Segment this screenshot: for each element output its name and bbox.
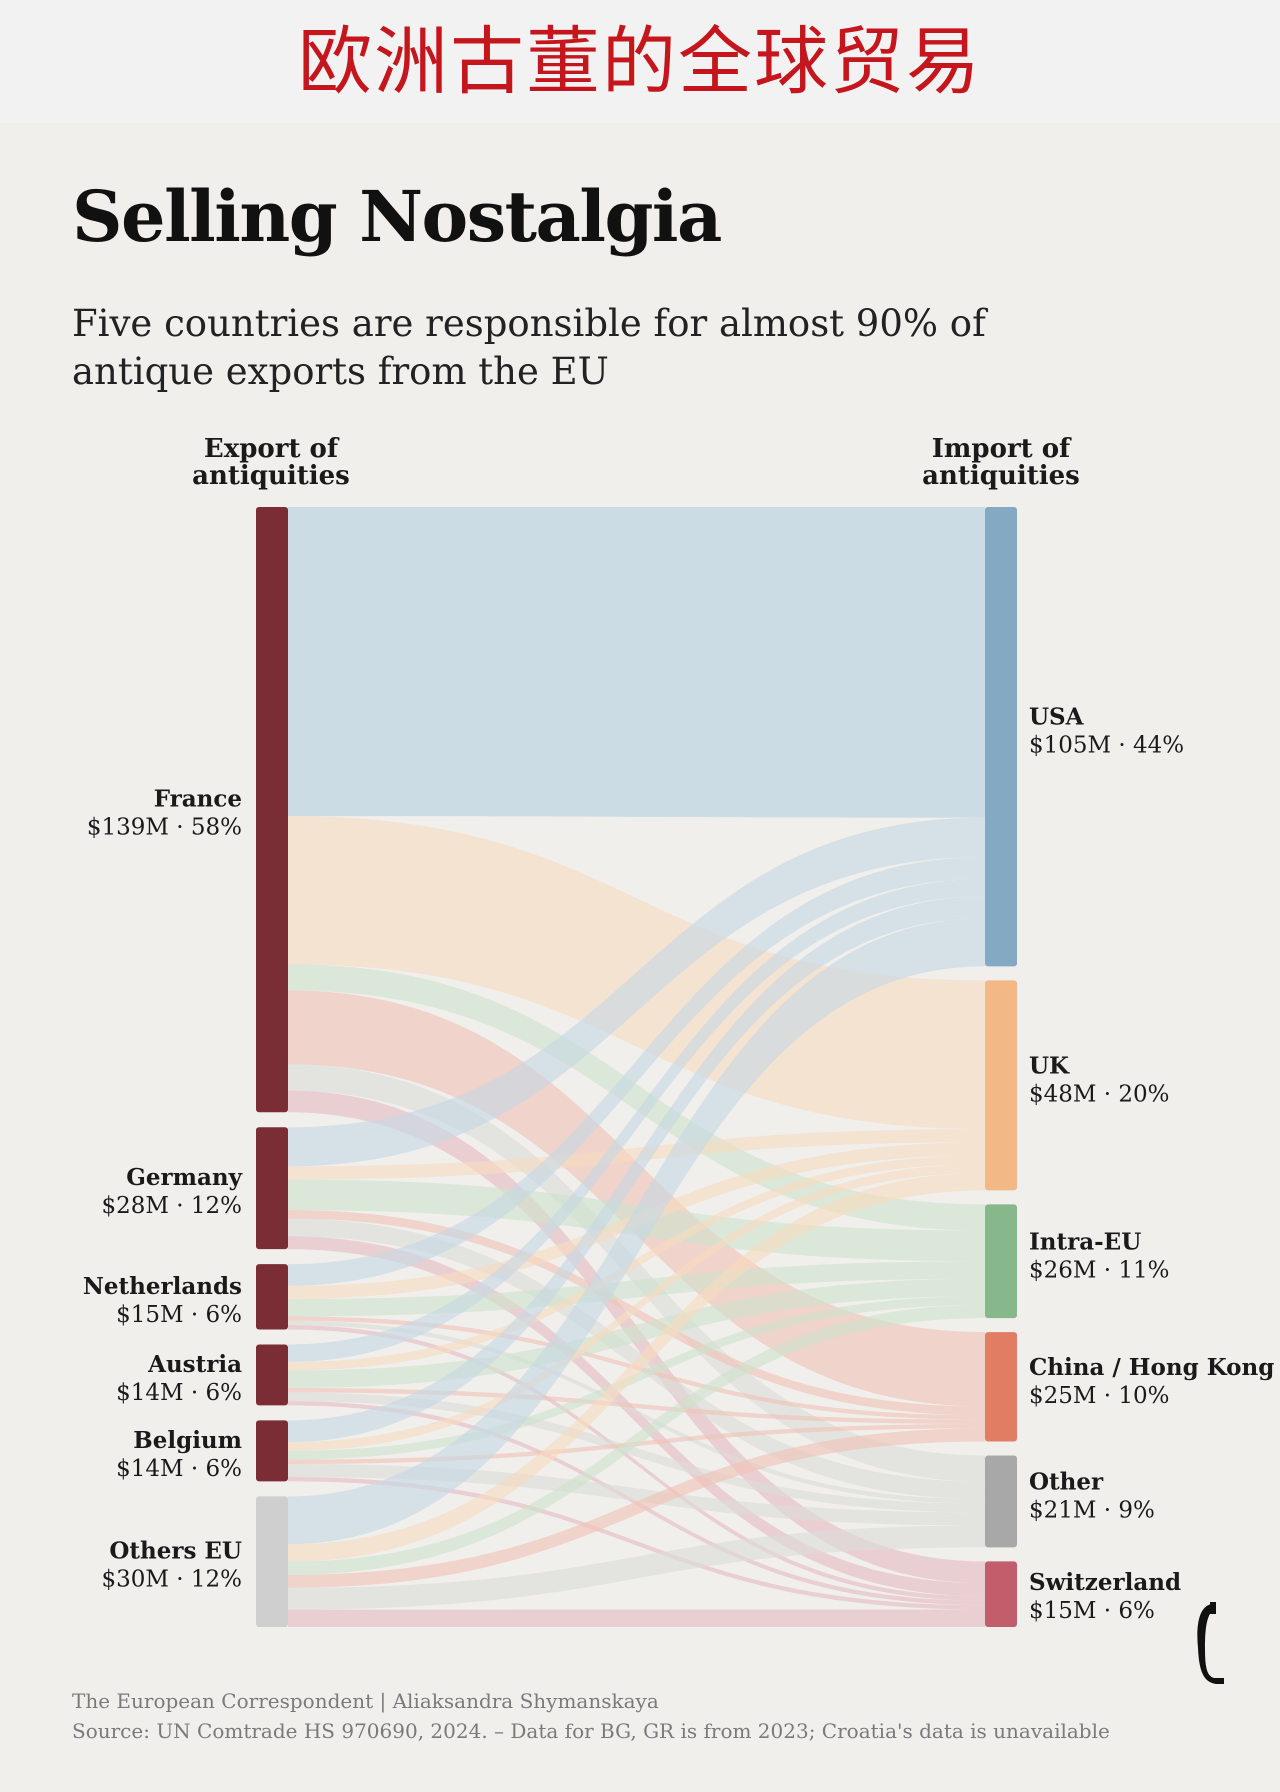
sankey-nodes: [256, 507, 1017, 1627]
flow-austria-to-intra-eu: [288, 1278, 985, 1388]
flow-germany-to-china-hong-kong: [288, 1209, 985, 1416]
target-label-china-hong-kong: China / Hong Kong: [1029, 1354, 1274, 1381]
source-value-others-eu: $30M · 12%: [101, 1567, 242, 1593]
target-label-usa: USA: [1029, 704, 1085, 731]
flow-others-eu-to-usa: [288, 918, 985, 1545]
svg-text:USA$105M · 44%: USA $105M · 44%: [1029, 704, 1184, 759]
svg-text:Austria$14M · 6%: Austria $14M · 6%: [116, 1351, 242, 1406]
svg-text:UK$48M · 20%: UK $48M · 20%: [1029, 1052, 1170, 1107]
flow-others-eu-to-uk: [288, 1172, 985, 1562]
flow-netherlands-to-other: [288, 1320, 985, 1504]
svg-text:France$139M · 58%: France $139M · 58%: [87, 786, 242, 841]
target-node-usa: [985, 507, 1017, 967]
chart-title: Selling Nostalgia: [72, 175, 722, 258]
svg-text:Other$21M · 9%: Other $21M · 9%: [1029, 1468, 1155, 1523]
source-label-austria: Austria: [147, 1351, 242, 1378]
flow-france-to-usa: [288, 507, 985, 818]
source-label-belgium: Belgium: [133, 1427, 242, 1454]
svg-text:China / Hong Kong$25M · 10%: China / Hong Kong $25M · 10%: [1029, 1354, 1274, 1409]
flow-germany-to-switzerland: [288, 1236, 985, 1597]
target-value-switzerland: $15M · 6%: [1029, 1598, 1155, 1624]
flow-others-eu-to-china-hong-kong: [288, 1428, 985, 1588]
flow-belgium-to-intra-eu: [288, 1296, 985, 1460]
source-value-france: $139M · 58%: [87, 815, 242, 841]
source-node-france: [256, 507, 288, 1113]
target-node-uk: [985, 980, 1017, 1191]
flow-others-eu-to-intra-eu: [288, 1305, 985, 1575]
flow-others-eu-to-other: [288, 1525, 985, 1610]
source-node-austria: [256, 1344, 288, 1406]
left-column-heading: Export of antiquities: [192, 434, 350, 491]
source-node-germany: [256, 1127, 288, 1250]
source-label-france: France: [154, 786, 242, 813]
svg-text:Germany$28M · 12%: Germany $28M · 12%: [101, 1164, 242, 1219]
right-column-heading: Import of antiquities: [922, 434, 1080, 491]
target-value-other: $21M · 9%: [1029, 1497, 1155, 1523]
banner-title: 欧洲古董的全球贸易: [298, 18, 982, 105]
source-node-others-eu: [256, 1496, 288, 1627]
svg-text:Others EU$30M · 12%: Others EU $30M · 12%: [101, 1538, 242, 1593]
target-value-uk: $48M · 20%: [1029, 1081, 1170, 1107]
source-value-germany: $28M · 12%: [101, 1193, 242, 1219]
target-node-other: [985, 1455, 1017, 1548]
banner: 欧洲古董的全球贸易: [0, 0, 1280, 123]
flow-france-to-intra-eu: [288, 964, 985, 1231]
target-label-other: Other: [1029, 1468, 1104, 1495]
source-label-germany: Germany: [126, 1164, 242, 1191]
chart-subtitle: Five countries are responsible for almos…: [72, 302, 986, 393]
svg-text:Switzerland$15M · 6%: Switzerland $15M · 6%: [1029, 1569, 1181, 1624]
target-value-china-hong-kong: $25M · 10%: [1029, 1383, 1170, 1409]
source-value-netherlands: $15M · 6%: [116, 1302, 242, 1328]
target-value-intra-eu: $26M · 11%: [1029, 1257, 1170, 1283]
footer-credit: The European Correspondent | Aliaksandra…: [72, 1689, 659, 1713]
target-node-switzerland: [985, 1561, 1017, 1627]
target-value-usa: $105M · 44%: [1029, 733, 1184, 759]
target-node-china-hong-kong: [985, 1332, 1017, 1442]
flow-belgium-to-usa: [288, 896, 985, 1443]
footer: The European Correspondent | Aliaksandra…: [72, 1686, 1110, 1746]
source-value-austria: $14M · 6%: [116, 1380, 242, 1406]
target-label-switzerland: Switzerland: [1029, 1569, 1181, 1596]
flow-belgium-to-uk: [288, 1164, 985, 1451]
flow-netherlands-to-switzerland: [288, 1325, 985, 1601]
source-node-netherlands: [256, 1264, 288, 1330]
flow-germany-to-usa: [288, 817, 985, 1167]
source-node-belgium: [256, 1420, 288, 1482]
source-value-belgium: $14M · 6%: [116, 1456, 242, 1482]
target-label-intra-eu: Intra-EU: [1029, 1228, 1141, 1255]
sankey-labels: France $139M · 58% Germany $28M · 12% Nether…: [83, 704, 1274, 1625]
flow-netherlands-to-usa: [288, 857, 985, 1286]
correspondent-logo-icon: [1197, 1602, 1224, 1684]
flow-austria-to-usa: [288, 878, 985, 1362]
flow-germany-to-uk: [288, 1129, 985, 1180]
flow-belgium-to-switzerland: [288, 1477, 985, 1610]
svg-text:Intra-EU$26M · 11%: Intra-EU $26M · 11%: [1029, 1228, 1170, 1283]
source-label-others-eu: Others EU: [109, 1538, 242, 1565]
sankey-flows: [288, 507, 985, 1627]
footer-source: Source: UN Comtrade HS 970690, 2024. – D…: [72, 1719, 1110, 1743]
target-node-intra-eu: [985, 1204, 1017, 1319]
svg-text:Netherlands$15M · 6%: Netherlands $15M · 6%: [83, 1273, 242, 1328]
flow-others-eu-to-switzerland: [288, 1609, 985, 1627]
source-label-netherlands: Netherlands: [83, 1273, 242, 1300]
flow-austria-to-other: [288, 1392, 985, 1513]
svg-text:Belgium$14M · 6%: Belgium $14M · 6%: [116, 1427, 242, 1482]
flow-france-to-other: [288, 1064, 985, 1482]
flow-austria-to-uk: [288, 1155, 985, 1371]
flow-austria-to-china-hong-kong: [288, 1388, 985, 1424]
target-label-uk: UK: [1029, 1052, 1070, 1079]
